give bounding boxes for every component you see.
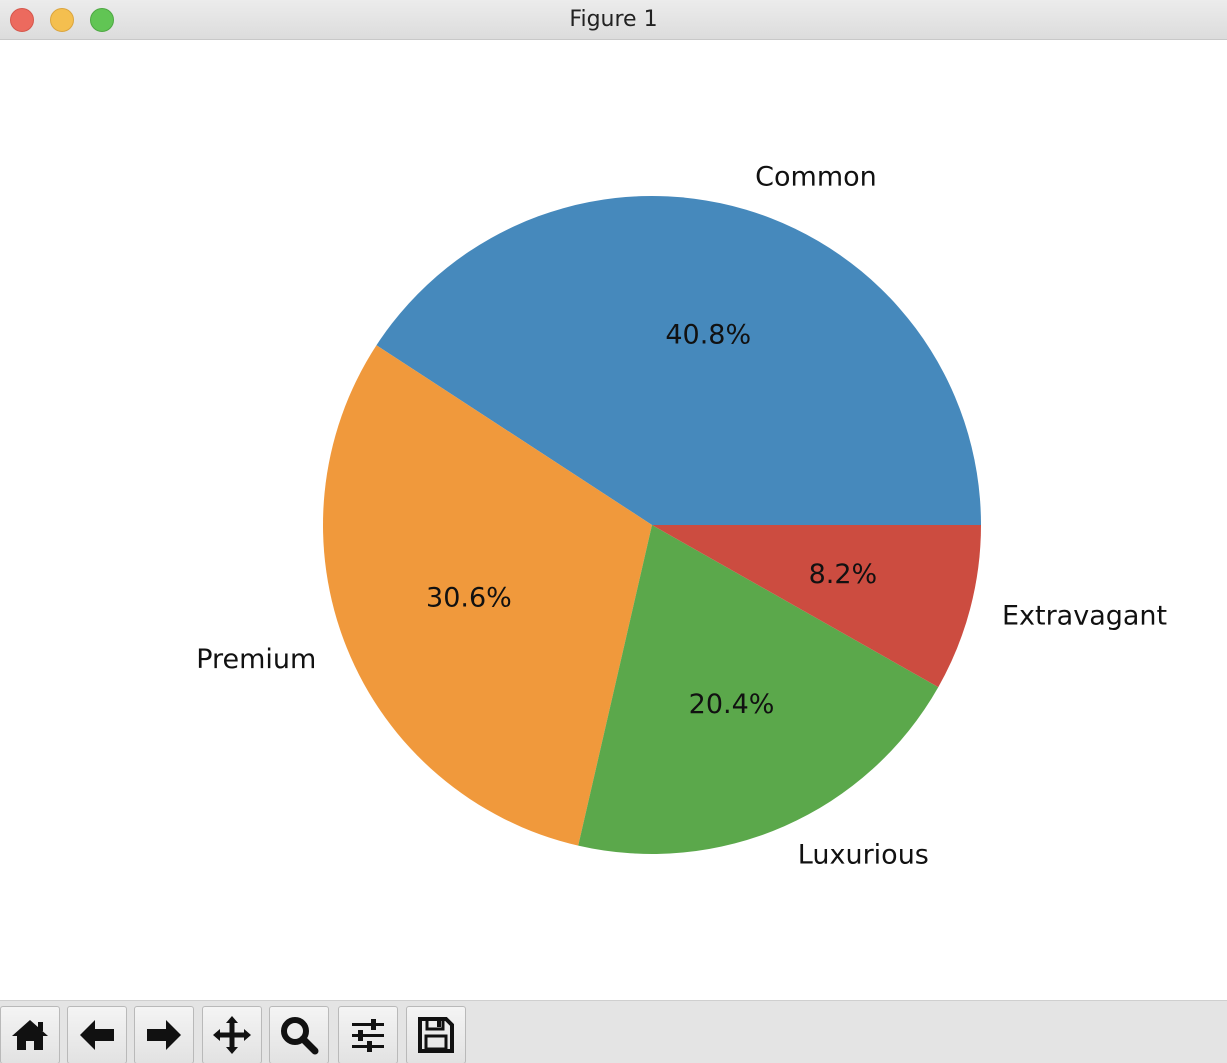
navigation-toolbar bbox=[0, 1000, 1227, 1063]
title-bar: Figure 1 bbox=[0, 0, 1227, 40]
zoom-window-button[interactable] bbox=[90, 8, 114, 32]
pie-labels: Common 40.8% Premium 30.6% Luxurious 20.4% Ext… bbox=[196, 162, 1167, 871]
slice-label-extravagant: Extravagant bbox=[1002, 601, 1167, 632]
minimize-window-button[interactable] bbox=[50, 8, 74, 32]
slice-percent-premium: 30.6% bbox=[426, 582, 512, 613]
slice-label-premium: Premium bbox=[196, 644, 316, 675]
arrow-left-icon bbox=[80, 1020, 114, 1050]
slice-percent-common: 40.8% bbox=[665, 319, 751, 350]
pie-slices bbox=[323, 196, 982, 854]
pie-slice-common bbox=[376, 196, 982, 525]
back-button[interactable] bbox=[67, 1006, 127, 1063]
slice-percent-luxurious: 20.4% bbox=[689, 689, 775, 720]
pie-slice-extravagant bbox=[652, 525, 981, 688]
close-window-button[interactable] bbox=[10, 8, 34, 32]
move-icon bbox=[213, 1016, 251, 1054]
pie-slice-luxurious bbox=[578, 525, 939, 854]
home-icon bbox=[12, 1020, 48, 1050]
pie-chart: Common 40.8% Premium 30.6% Luxurious 20.4% Ext… bbox=[196, 162, 1167, 871]
magnifier-icon bbox=[281, 1017, 319, 1055]
floppy-disk-icon bbox=[418, 1017, 454, 1053]
window-title: Figure 1 bbox=[569, 7, 658, 32]
slice-label-common: Common bbox=[755, 162, 877, 193]
zoom-button[interactable] bbox=[269, 1006, 329, 1063]
home-button[interactable] bbox=[0, 1006, 60, 1063]
configure-subplots-button[interactable] bbox=[338, 1006, 398, 1063]
slice-percent-extravagant: 8.2% bbox=[809, 559, 878, 590]
pie-slice-premium bbox=[323, 345, 652, 846]
arrow-right-icon bbox=[147, 1020, 181, 1050]
pan-button[interactable] bbox=[202, 1006, 262, 1063]
save-button[interactable] bbox=[406, 1006, 466, 1063]
forward-button[interactable] bbox=[134, 1006, 194, 1063]
sliders-icon bbox=[352, 1019, 384, 1052]
plot-canvas: Common 40.8% Premium 30.6% Luxurious 20.4% Ext… bbox=[0, 41, 1227, 1000]
slice-label-luxurious: Luxurious bbox=[798, 840, 929, 871]
